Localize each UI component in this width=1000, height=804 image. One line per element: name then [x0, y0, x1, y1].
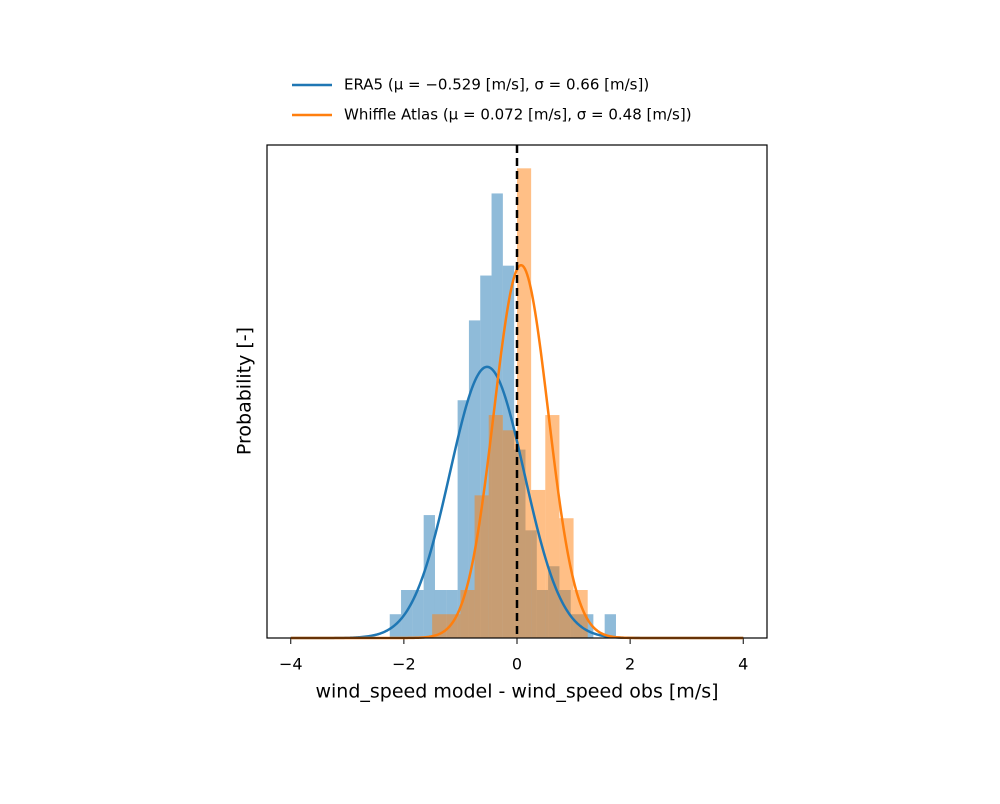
histogram-bar: [488, 415, 503, 638]
histogram-bar: [434, 590, 447, 638]
histogram-bar: [559, 518, 574, 638]
histogram-bar: [423, 515, 435, 638]
x-tick-label: −4: [279, 655, 303, 674]
x-tick-label: 0: [512, 655, 522, 674]
histogram-bar: [502, 430, 517, 638]
histogram-bar: [604, 614, 616, 638]
x-tick-label: −2: [392, 655, 416, 674]
legend-label: Whiffle Atlas (μ = 0.072 [m/s], σ = 0.48…: [344, 106, 692, 124]
x-axis-label: wind_speed model - wind_speed obs [m/s]: [315, 681, 718, 703]
histogram-bar: [573, 590, 588, 638]
x-tick-label: 2: [625, 655, 635, 674]
histogram-bar: [531, 489, 546, 638]
histogram-bar: [474, 495, 489, 638]
y-axis-label: Probability [-]: [234, 327, 256, 455]
histogram-bar: [401, 590, 413, 638]
histogram-bar: [480, 275, 492, 638]
histogram-bar: [460, 590, 475, 638]
histogram-bar: [412, 590, 424, 638]
histogram-bar: [517, 168, 532, 638]
legend-label: ERA5 (μ = −0.529 [m/s], σ = 0.66 [m/s]): [344, 76, 649, 94]
x-tick-label: 4: [738, 655, 748, 674]
histogram-bar: [446, 614, 461, 638]
histogram-bar: [468, 320, 481, 638]
histogram-bar: [457, 400, 469, 638]
histogram-bar: [446, 590, 458, 638]
plot-frame: [266, 144, 768, 639]
